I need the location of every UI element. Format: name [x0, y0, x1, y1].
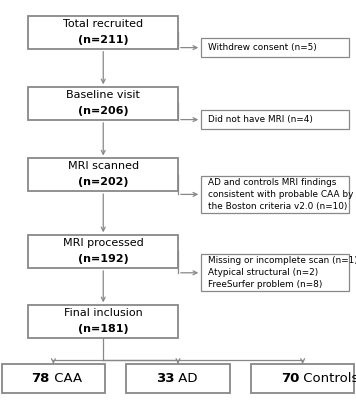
Text: AD and controls MRI findings
consistent with probable CAA by
the Boston criteria: AD and controls MRI findings consistent … — [208, 178, 353, 211]
Text: (n=202): (n=202) — [78, 177, 129, 187]
Text: Final inclusion: Final inclusion — [64, 308, 143, 318]
Text: Controls: Controls — [299, 372, 356, 385]
Text: Withdrew consent (n=5): Withdrew consent (n=5) — [208, 43, 316, 52]
Text: 70: 70 — [281, 372, 299, 385]
FancyBboxPatch shape — [201, 176, 349, 213]
FancyBboxPatch shape — [28, 305, 178, 338]
Text: MRI scanned: MRI scanned — [68, 161, 139, 171]
FancyBboxPatch shape — [2, 364, 105, 393]
FancyBboxPatch shape — [28, 16, 178, 49]
Text: 78: 78 — [31, 372, 50, 385]
Text: (n=211): (n=211) — [78, 34, 129, 44]
Text: CAA: CAA — [50, 372, 82, 385]
Text: Missing or incomplete scan (n=1)
Atypical structural (n=2)
FreeSurfer problem (n: Missing or incomplete scan (n=1) Atypica… — [208, 256, 356, 290]
Text: 33: 33 — [156, 372, 174, 385]
Text: (n=181): (n=181) — [78, 324, 129, 334]
Text: Did not have MRI (n=4): Did not have MRI (n=4) — [208, 115, 313, 124]
Text: Total recruited: Total recruited — [63, 18, 143, 28]
Text: Baseline visit: Baseline visit — [66, 90, 140, 100]
FancyBboxPatch shape — [126, 364, 230, 393]
FancyBboxPatch shape — [251, 364, 354, 393]
FancyBboxPatch shape — [28, 87, 178, 120]
FancyBboxPatch shape — [201, 110, 349, 129]
Text: (n=206): (n=206) — [78, 106, 129, 116]
Text: MRI processed: MRI processed — [63, 238, 143, 248]
Text: AD: AD — [174, 372, 198, 385]
FancyBboxPatch shape — [201, 38, 349, 57]
FancyBboxPatch shape — [201, 254, 349, 291]
FancyBboxPatch shape — [28, 158, 178, 191]
FancyBboxPatch shape — [28, 235, 178, 268]
Text: (n=192): (n=192) — [78, 254, 129, 264]
